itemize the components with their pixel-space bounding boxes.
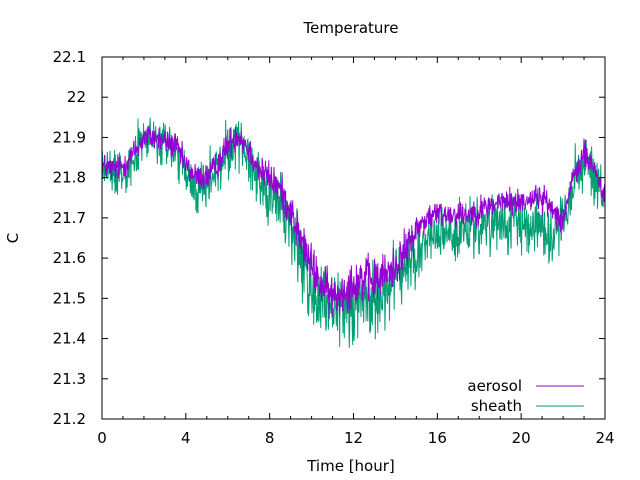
y-tick-label: 21.2 xyxy=(53,410,86,428)
legend-label-aerosol: aerosol xyxy=(467,377,522,395)
x-tick-label: 12 xyxy=(344,429,363,447)
y-tick-label: 21.3 xyxy=(53,370,86,388)
plot-layer xyxy=(101,117,606,348)
y-tick-label: 21.6 xyxy=(53,249,86,267)
x-tick-label: 8 xyxy=(265,429,275,447)
y-tick-label: 21.7 xyxy=(53,209,86,227)
series-line-aerosol xyxy=(101,126,606,320)
y-tick-label: 22 xyxy=(67,88,86,106)
y-tick-label: 21.4 xyxy=(53,330,86,348)
axis-ticks: 0 4 8 12 16 20 24 21.2 21.3 21.4 21.5 21.6 21.7 21.8 2… xyxy=(53,48,615,447)
x-tick-label: 0 xyxy=(97,429,107,447)
x-tick-label: 16 xyxy=(428,429,447,447)
legend-label-sheath: sheath xyxy=(471,397,522,415)
x-tick-label: 20 xyxy=(512,429,531,447)
chart-title: Temperature xyxy=(302,19,398,37)
y-tick-label: 22.1 xyxy=(53,48,86,66)
x-axis-label: Time [hour] xyxy=(306,457,395,475)
y-axis-label: C xyxy=(4,233,22,243)
plot-frame xyxy=(101,56,606,420)
x-tick-label: 4 xyxy=(181,429,191,447)
y-tick-label: 21.5 xyxy=(53,289,86,307)
x-tick-label: 24 xyxy=(595,429,614,447)
legend: aerosol sheath xyxy=(467,377,584,415)
y-tick-label: 21.9 xyxy=(53,128,86,146)
y-tick-label: 21.8 xyxy=(53,169,86,187)
